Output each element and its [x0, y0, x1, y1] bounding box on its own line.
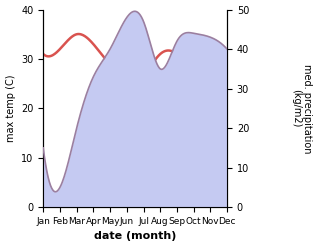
Y-axis label: med. precipitation
(kg/m2): med. precipitation (kg/m2) — [291, 64, 313, 153]
Y-axis label: max temp (C): max temp (C) — [5, 75, 16, 142]
X-axis label: date (month): date (month) — [94, 231, 176, 242]
